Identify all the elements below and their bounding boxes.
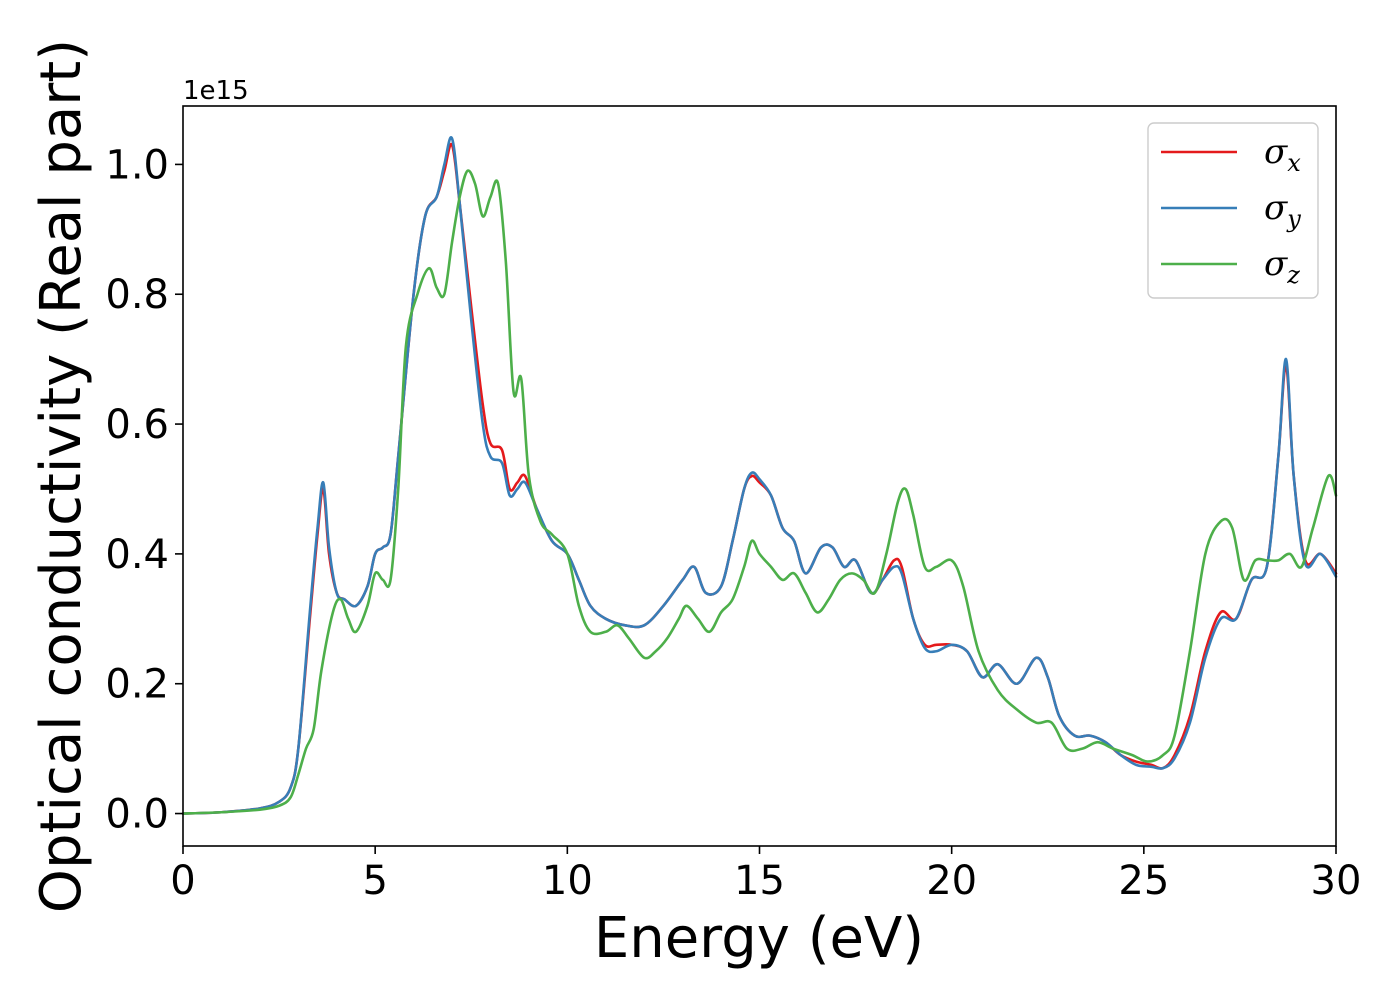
x-axis-label: Energy (eV) — [594, 906, 924, 971]
legend-label-x: σx — [1264, 132, 1301, 177]
series-line-y — [181, 136, 1338, 815]
legend-items: σx σy σz — [1161, 132, 1301, 289]
x-tick-label: 5 — [362, 858, 387, 904]
x-axis-ticks: 0 5 10 15 20 25 30 — [170, 846, 1361, 904]
legend-box — [1147, 122, 1319, 299]
x-tick-label: 0 — [170, 858, 195, 904]
y-tick-label: 0.4 — [105, 532, 169, 578]
y-tick-label: 0.2 — [105, 662, 169, 708]
y-tick-label: 0.8 — [105, 272, 169, 318]
series-layer — [181, 136, 1338, 815]
series-line-z — [181, 169, 1338, 815]
y-tick-label: 0.0 — [105, 792, 169, 838]
legend: σx σy σz — [1147, 122, 1319, 299]
legend-label-z: σz — [1264, 244, 1300, 289]
y-tick-label: 1.0 — [105, 142, 169, 188]
y-offset-text: 1e15 — [183, 76, 249, 106]
x-tick-label: 10 — [542, 858, 593, 904]
x-tick-label: 20 — [926, 858, 977, 904]
y-tick-label: 0.6 — [105, 402, 169, 448]
y-axis-label: Optical conductivity (Real part) — [29, 39, 94, 913]
legend-label-y: σy — [1264, 188, 1301, 233]
y-axis-ticks: 0.0 0.2 0.4 0.6 0.8 1.0 — [105, 142, 183, 838]
x-tick-label: 30 — [1311, 858, 1362, 904]
x-tick-label: 25 — [1118, 858, 1169, 904]
x-tick-label: 15 — [734, 858, 785, 904]
